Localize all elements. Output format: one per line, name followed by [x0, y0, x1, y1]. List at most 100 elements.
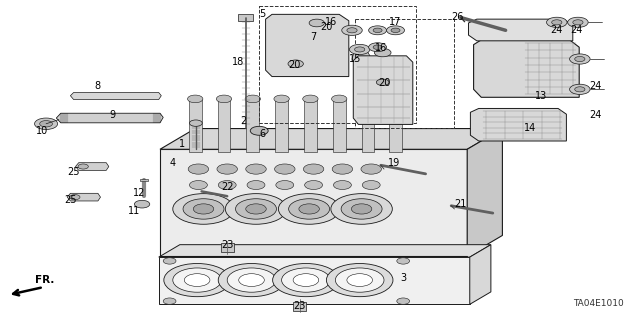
Circle shape [326, 263, 393, 297]
Text: 21: 21 [454, 198, 467, 209]
Circle shape [246, 204, 266, 214]
Circle shape [78, 164, 88, 169]
Circle shape [163, 298, 176, 304]
Circle shape [217, 164, 237, 174]
Polygon shape [160, 149, 467, 256]
Circle shape [293, 274, 319, 286]
Circle shape [391, 28, 400, 33]
Circle shape [355, 47, 365, 52]
Circle shape [575, 56, 585, 62]
Circle shape [335, 268, 384, 292]
Polygon shape [67, 193, 100, 201]
Circle shape [278, 194, 340, 224]
Circle shape [332, 164, 353, 174]
Text: 4: 4 [170, 158, 176, 168]
Circle shape [361, 164, 381, 174]
Circle shape [369, 43, 387, 52]
Circle shape [189, 181, 207, 189]
Circle shape [289, 199, 330, 219]
Circle shape [341, 199, 382, 219]
Text: 13: 13 [534, 91, 547, 101]
Circle shape [333, 181, 351, 189]
Circle shape [246, 164, 266, 174]
Text: 20: 20 [320, 22, 333, 32]
Polygon shape [76, 163, 109, 170]
Circle shape [360, 95, 376, 103]
Circle shape [173, 268, 221, 292]
Text: 24: 24 [589, 110, 602, 120]
Circle shape [134, 200, 150, 208]
Circle shape [236, 199, 276, 219]
Circle shape [376, 79, 389, 85]
Circle shape [218, 181, 236, 189]
Circle shape [40, 121, 52, 127]
Polygon shape [159, 245, 491, 257]
Polygon shape [470, 108, 566, 141]
Text: 17: 17 [389, 17, 402, 27]
Bar [140, 179, 148, 181]
Circle shape [163, 258, 176, 264]
Bar [259, 6, 416, 123]
Text: 3: 3 [400, 272, 406, 283]
Circle shape [387, 26, 404, 35]
Text: 22: 22 [221, 182, 234, 192]
Text: 19: 19 [387, 158, 400, 168]
Circle shape [369, 26, 387, 35]
Text: 5: 5 [259, 9, 266, 19]
Bar [293, 302, 306, 311]
Circle shape [275, 164, 295, 174]
Text: 23: 23 [221, 240, 234, 250]
Polygon shape [159, 257, 470, 304]
Polygon shape [470, 245, 491, 304]
Circle shape [303, 95, 318, 103]
Circle shape [70, 195, 80, 200]
Circle shape [309, 19, 324, 27]
Circle shape [374, 48, 391, 57]
Text: 6: 6 [259, 129, 266, 139]
Circle shape [303, 164, 324, 174]
Circle shape [193, 204, 214, 214]
Circle shape [547, 17, 567, 27]
Polygon shape [352, 53, 370, 62]
Text: 1: 1 [179, 138, 186, 149]
Text: 7: 7 [310, 32, 317, 42]
Circle shape [188, 164, 209, 174]
Bar [355, 19, 454, 128]
Circle shape [288, 60, 303, 68]
Circle shape [282, 268, 330, 292]
Circle shape [373, 45, 382, 49]
Text: 26: 26 [451, 11, 464, 22]
Text: 15: 15 [349, 54, 362, 64]
Text: 24: 24 [570, 25, 582, 35]
Circle shape [225, 194, 287, 224]
Text: 11: 11 [128, 205, 141, 216]
Text: 24: 24 [589, 81, 602, 91]
Bar [275, 99, 288, 152]
Bar [246, 99, 259, 152]
Circle shape [575, 87, 585, 92]
Bar [389, 99, 402, 152]
Polygon shape [353, 56, 413, 124]
Text: 16: 16 [325, 17, 338, 27]
Circle shape [347, 28, 357, 33]
Text: 25: 25 [64, 195, 77, 205]
Text: TA04E1010: TA04E1010 [573, 299, 624, 308]
Circle shape [373, 28, 382, 33]
Bar [218, 99, 230, 152]
Circle shape [216, 95, 232, 103]
Circle shape [397, 258, 410, 264]
Circle shape [188, 95, 203, 103]
Circle shape [189, 120, 202, 126]
Circle shape [218, 263, 285, 297]
Circle shape [351, 204, 372, 214]
Circle shape [245, 95, 260, 103]
Text: 20: 20 [288, 60, 301, 70]
Text: 12: 12 [133, 188, 146, 198]
Bar [362, 99, 374, 152]
Circle shape [276, 181, 294, 189]
Text: FR.: FR. [35, 275, 54, 285]
Polygon shape [266, 14, 349, 77]
Bar [304, 99, 317, 152]
Circle shape [570, 54, 590, 64]
Bar [189, 99, 202, 152]
